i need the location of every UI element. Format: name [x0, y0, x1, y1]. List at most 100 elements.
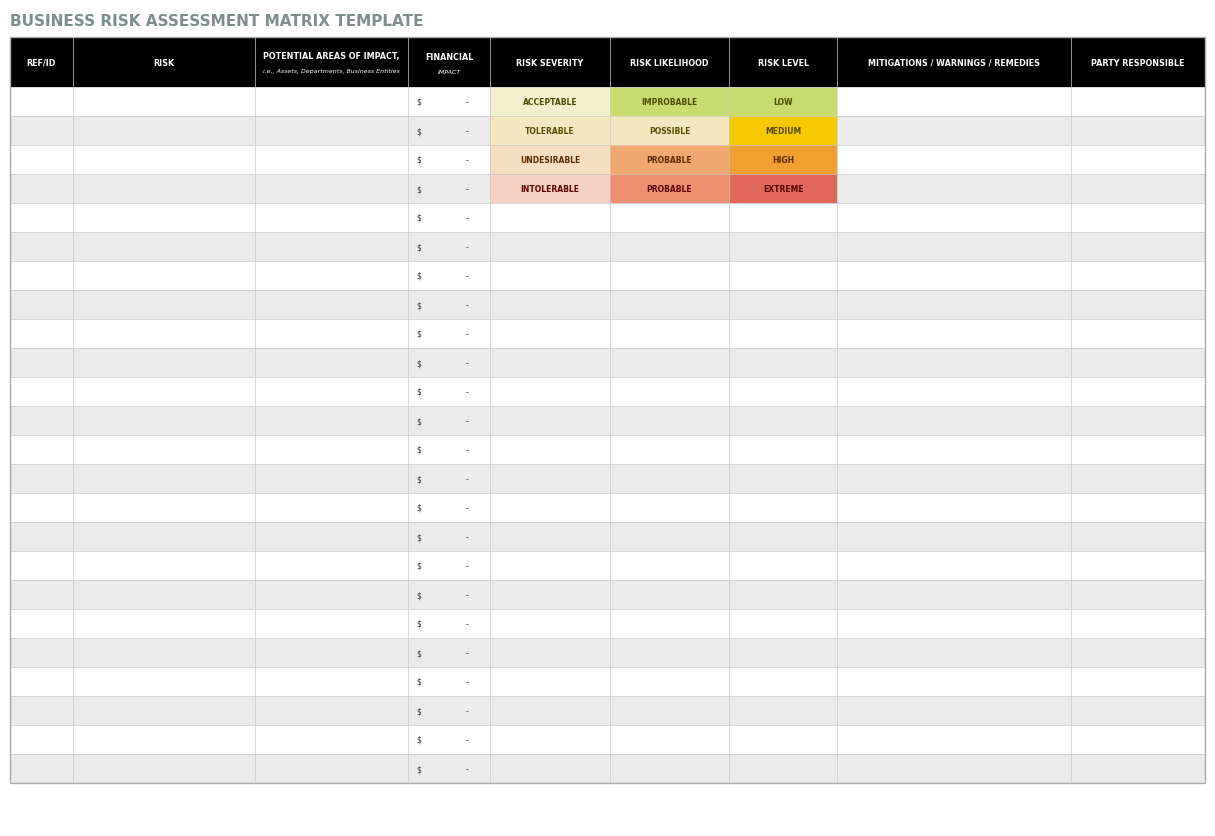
Text: $: $ — [417, 388, 422, 396]
Bar — [408, 38, 491, 88]
Bar — [255, 204, 408, 232]
Bar — [73, 232, 255, 262]
Bar — [255, 465, 408, 493]
Bar — [408, 465, 491, 493]
Bar — [837, 725, 1070, 754]
Bar — [73, 580, 255, 609]
Bar — [408, 638, 491, 667]
Bar — [491, 436, 610, 465]
Bar — [837, 493, 1070, 522]
Bar — [255, 349, 408, 378]
Bar — [837, 145, 1070, 175]
Bar — [10, 406, 73, 436]
Text: $: $ — [417, 648, 422, 657]
Bar — [408, 667, 491, 696]
Bar — [73, 667, 255, 696]
Text: PROBABLE: PROBABLE — [646, 155, 693, 165]
Bar — [10, 725, 73, 754]
Text: REF/ID: REF/ID — [27, 59, 56, 68]
Text: $: $ — [417, 359, 422, 368]
Text: -: - — [467, 735, 469, 744]
Bar — [729, 204, 837, 232]
Text: PROBABLE: PROBABLE — [646, 185, 693, 194]
Bar — [491, 725, 610, 754]
Text: -: - — [467, 127, 469, 135]
Bar — [837, 349, 1070, 378]
Bar — [491, 551, 610, 580]
Bar — [408, 262, 491, 291]
Bar — [837, 204, 1070, 232]
Bar — [610, 262, 729, 291]
Bar — [1070, 88, 1205, 117]
Bar — [73, 117, 255, 145]
Text: $: $ — [417, 329, 422, 339]
Bar — [255, 754, 408, 783]
Bar — [10, 493, 73, 522]
Bar — [408, 522, 491, 551]
Bar — [255, 175, 408, 204]
Bar — [729, 349, 837, 378]
Text: -: - — [467, 475, 469, 483]
Bar — [729, 522, 837, 551]
Bar — [491, 204, 610, 232]
Text: $: $ — [417, 677, 422, 686]
Bar — [73, 175, 255, 204]
Bar — [729, 551, 837, 580]
Bar — [491, 145, 610, 175]
Bar — [73, 88, 255, 117]
Text: RISK LIKELIHOOD: RISK LIKELIHOOD — [631, 59, 708, 68]
Bar — [491, 754, 610, 783]
Bar — [729, 145, 837, 175]
Bar — [610, 696, 729, 725]
Bar — [10, 38, 1205, 783]
Bar — [491, 406, 610, 436]
Bar — [73, 465, 255, 493]
Bar — [610, 725, 729, 754]
Bar — [491, 378, 610, 406]
Bar — [837, 262, 1070, 291]
Text: RISK SEVERITY: RISK SEVERITY — [516, 59, 583, 68]
Bar — [610, 493, 729, 522]
Bar — [1070, 319, 1205, 349]
Bar — [408, 349, 491, 378]
Bar — [255, 38, 408, 88]
Bar — [837, 88, 1070, 117]
Bar — [255, 88, 408, 117]
Bar — [491, 667, 610, 696]
Bar — [610, 88, 729, 117]
Bar — [255, 117, 408, 145]
Text: -: - — [467, 301, 469, 309]
Bar — [610, 175, 729, 204]
Bar — [73, 725, 255, 754]
Bar — [610, 465, 729, 493]
Bar — [1070, 551, 1205, 580]
Text: $: $ — [417, 590, 422, 599]
Bar — [491, 262, 610, 291]
Bar — [10, 175, 73, 204]
Text: $: $ — [417, 301, 422, 309]
Bar — [1070, 262, 1205, 291]
Bar — [729, 609, 837, 638]
Text: i.e., Assets, Departments, Business Entities: i.e., Assets, Departments, Business Enti… — [264, 69, 400, 74]
Text: RISK LEVEL: RISK LEVEL — [758, 59, 809, 68]
Bar — [1070, 145, 1205, 175]
Text: -: - — [467, 619, 469, 628]
Bar — [408, 232, 491, 262]
Bar — [1070, 725, 1205, 754]
Bar — [837, 406, 1070, 436]
Bar — [73, 291, 255, 319]
Bar — [491, 117, 610, 145]
Bar — [73, 436, 255, 465]
Bar — [729, 406, 837, 436]
Bar — [491, 349, 610, 378]
Bar — [408, 754, 491, 783]
Bar — [10, 378, 73, 406]
Bar — [408, 378, 491, 406]
Text: -: - — [467, 561, 469, 570]
Bar — [255, 551, 408, 580]
Bar — [1070, 754, 1205, 783]
Text: POSSIBLE: POSSIBLE — [649, 127, 690, 135]
Bar — [610, 378, 729, 406]
Bar — [73, 145, 255, 175]
Bar — [729, 175, 837, 204]
